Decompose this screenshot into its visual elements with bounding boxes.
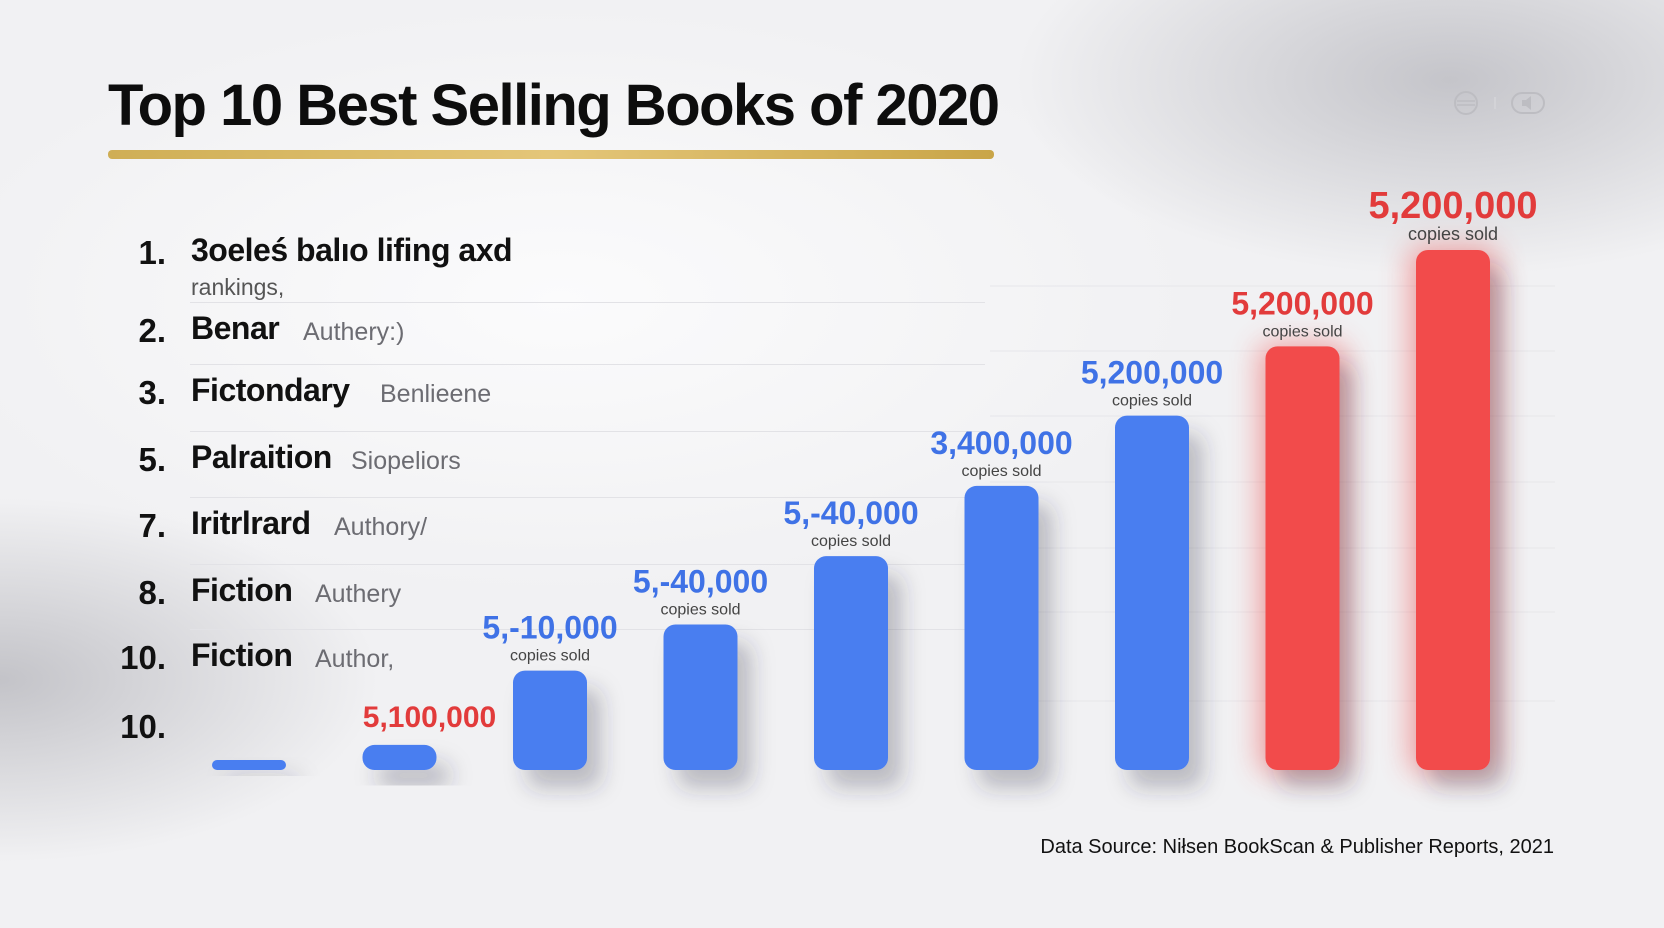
rank-author: Siopeliors — [351, 447, 461, 475]
speaker-icon[interactable] — [1510, 89, 1546, 117]
bar — [362, 744, 437, 770]
rank-title: Iritrlrard — [191, 505, 311, 541]
rank-author: Authory/ — [334, 513, 428, 541]
bar — [964, 485, 1039, 770]
ranking-item: 3. Fictondary Benlieene — [0, 364, 990, 430]
rank-number: 8. — [138, 574, 166, 611]
bar — [1265, 346, 1340, 770]
rank-number: 10. — [120, 639, 166, 676]
row-divider — [190, 302, 985, 303]
bar-sublabel: copies sold — [660, 601, 740, 618]
row-divider — [190, 364, 985, 365]
bar — [212, 760, 286, 770]
rank-number: 3. — [138, 374, 166, 411]
rank-number: 7. — [138, 507, 166, 544]
bar-value-label: 5,200,000 — [1081, 355, 1223, 391]
data-source-note: Data Source: Niłsen BookScan & Publisher… — [1040, 836, 1554, 858]
rank-title: 3oeleś balıo lifing axd — [191, 232, 513, 268]
ranking-item: 5. Palraition Siopeliors — [0, 431, 990, 497]
bar — [1416, 250, 1490, 770]
rank-number: 10. — [120, 708, 166, 745]
bar-sublabel: copies sold — [1262, 323, 1342, 340]
bar-sublabel: copies sold — [1408, 224, 1498, 244]
bar — [513, 670, 587, 770]
rank-subtitle: rankings, — [191, 274, 285, 300]
bar-value-label: 5,-40,000 — [783, 495, 918, 531]
bar-sublabel: copies sold — [1112, 393, 1192, 410]
bar — [1115, 415, 1189, 770]
bar-value-label: 5,-10,000 — [482, 610, 617, 646]
rank-author: Benlieene — [380, 380, 492, 408]
bar-value-label: 5,200,000 — [1231, 285, 1373, 321]
rank-title: Benar — [191, 310, 280, 346]
bar — [663, 624, 738, 770]
ranking-item: 10. Fiction Author, — [0, 629, 990, 695]
rank-author: Authery — [315, 580, 402, 608]
bar-value-label: 5,100,000 — [363, 701, 496, 734]
bar-sublabel: copies sold — [510, 648, 590, 665]
row-divider — [190, 497, 985, 498]
rank-title: Fiction — [191, 637, 293, 673]
bar-value-label: 3,400,000 — [930, 425, 1072, 461]
bar — [814, 556, 888, 770]
rank-author: Author, — [315, 645, 395, 673]
bar-value-label: 5,-40,000 — [633, 563, 768, 599]
ranking-item: 2. Benar Authery:) — [0, 302, 990, 368]
ranking-item: 10. — [0, 698, 990, 764]
rank-title: Palraition — [191, 439, 332, 475]
chart-title: Top 10 Best Selling Books of 2020 — [108, 73, 1000, 138]
ranking-item: 1. 3oeleś balıo lifing axd rankings, — [0, 224, 990, 300]
ranking-item: 7. Iritrlrard Authory/ — [0, 497, 990, 563]
title-underline — [108, 150, 994, 159]
rank-title: Fictondary — [191, 372, 350, 408]
icon-separator — [1494, 97, 1496, 109]
row-divider — [190, 564, 985, 565]
row-divider — [190, 431, 985, 432]
rank-number: 2. — [138, 312, 166, 349]
rank-number: 1. — [138, 234, 166, 271]
globe-icon[interactable] — [1452, 89, 1480, 117]
ranking-item: 8. Fiction Authery — [0, 564, 990, 630]
bar-value-label: 5,200,000 — [1368, 185, 1537, 227]
rank-title: Fiction — [191, 572, 293, 608]
row-divider — [190, 629, 985, 630]
rank-number: 5. — [138, 441, 166, 478]
bar-sublabel: copies sold — [961, 463, 1041, 480]
rank-author: Authery:) — [303, 318, 405, 346]
top-icon-group — [1452, 86, 1546, 120]
bar-sublabel: copies sold — [811, 533, 891, 550]
